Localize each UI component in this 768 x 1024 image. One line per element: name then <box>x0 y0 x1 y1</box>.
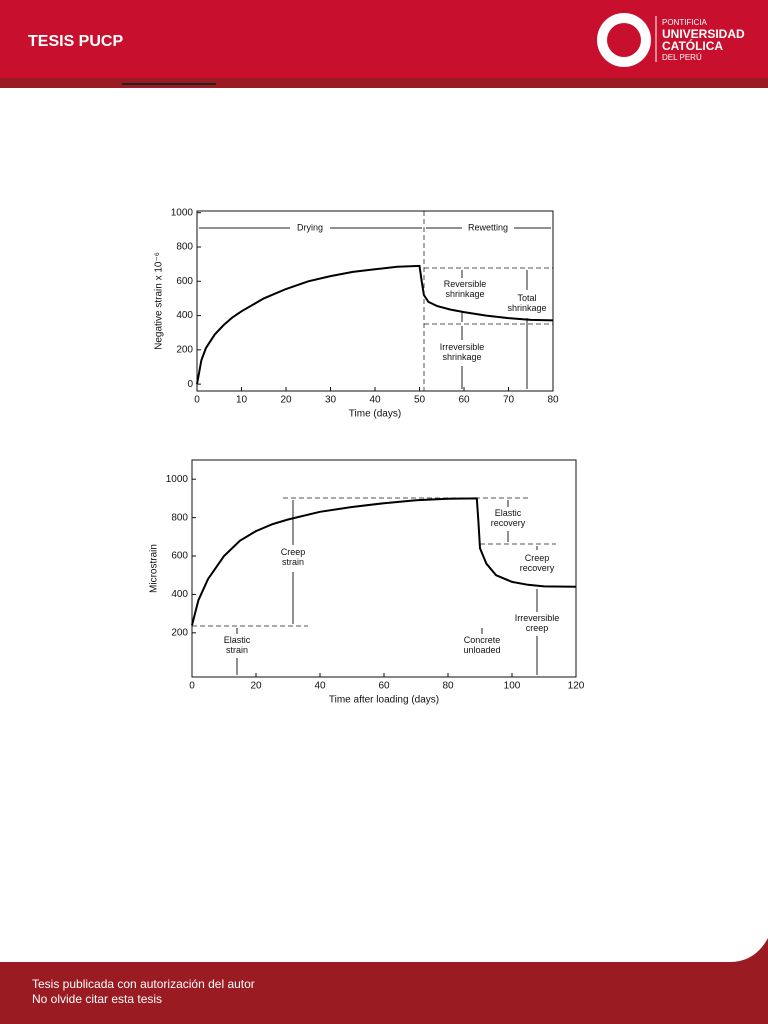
y-tick-label: 1000 <box>171 207 194 218</box>
footer-text: Tesis publicada con autorización del aut… <box>32 977 255 991</box>
header-title: TESIS PUCP <box>28 33 123 50</box>
x-axis-label: Time (days) <box>349 409 401 420</box>
chart-2-guides <box>192 497 556 675</box>
y-tick-label: 0 <box>187 379 193 390</box>
x-tick-label: 60 <box>378 681 390 692</box>
y-tick-label: 200 <box>171 627 188 638</box>
annotation: Reversible shrinkage <box>444 279 487 299</box>
y-tick-label: 600 <box>171 551 188 562</box>
chart-1-guides <box>199 211 553 391</box>
x-tick-label: 80 <box>547 395 559 406</box>
footer-text: No olvide citar esta tesis <box>32 992 162 1006</box>
annotation: Elastic recovery <box>491 508 526 528</box>
logo-text: PONTIFICIA <box>662 18 708 27</box>
x-tick-label: 10 <box>236 395 248 406</box>
annotation: Irreversible shrinkage <box>440 342 485 362</box>
x-tick-label: 0 <box>194 395 200 406</box>
y-axis-label: Negative strain x 10⁻⁶ <box>154 252 165 350</box>
x-tick-label: 80 <box>442 681 454 692</box>
annotation: Rewetting <box>468 222 508 232</box>
y-tick-label: 800 <box>176 242 193 253</box>
annotation: Concrete unloaded <box>463 635 500 655</box>
y-tick-label: 400 <box>176 310 193 321</box>
annotation: Creep recovery <box>520 553 555 573</box>
logo-text: DEL PERÚ <box>662 53 702 62</box>
annotation: Total shrinkage <box>507 293 546 313</box>
x-tick-label: 70 <box>503 395 515 406</box>
annotation: Drying <box>297 222 323 232</box>
y-tick-label: 600 <box>176 276 193 287</box>
x-tick-label: 120 <box>568 681 585 692</box>
x-tick-label: 100 <box>504 681 521 692</box>
x-tick-label: 30 <box>325 395 337 406</box>
x-tick-label: 20 <box>250 681 262 692</box>
data-line <box>196 264 554 385</box>
y-tick-label: 800 <box>171 512 188 523</box>
plot-frame <box>196 210 554 392</box>
footer-band <box>0 938 768 1024</box>
x-tick-label: 50 <box>414 395 426 406</box>
data-line <box>191 497 577 626</box>
x-tick-label: 40 <box>314 681 326 692</box>
y-tick-label: 200 <box>176 344 193 355</box>
header-strip <box>0 78 768 88</box>
logo-seal-inner <box>607 23 641 57</box>
y-tick-label: 1000 <box>166 474 189 485</box>
x-tick-label: 0 <box>189 681 195 692</box>
annotation: Irreversible creep <box>515 613 560 633</box>
y-tick-label: 400 <box>171 589 188 600</box>
x-tick-label: 40 <box>369 395 381 406</box>
logo-text: CATÓLICA <box>662 38 723 53</box>
y-axis-label: Microstrain <box>149 544 160 593</box>
annotation: Creep strain <box>281 547 306 567</box>
x-axis-label: Time after loading (days) <box>329 695 439 706</box>
logo-text: UNIVERSIDAD <box>662 27 745 41</box>
annotation: Elastic strain <box>224 635 251 655</box>
x-tick-label: 60 <box>458 395 470 406</box>
x-tick-label: 20 <box>280 395 292 406</box>
